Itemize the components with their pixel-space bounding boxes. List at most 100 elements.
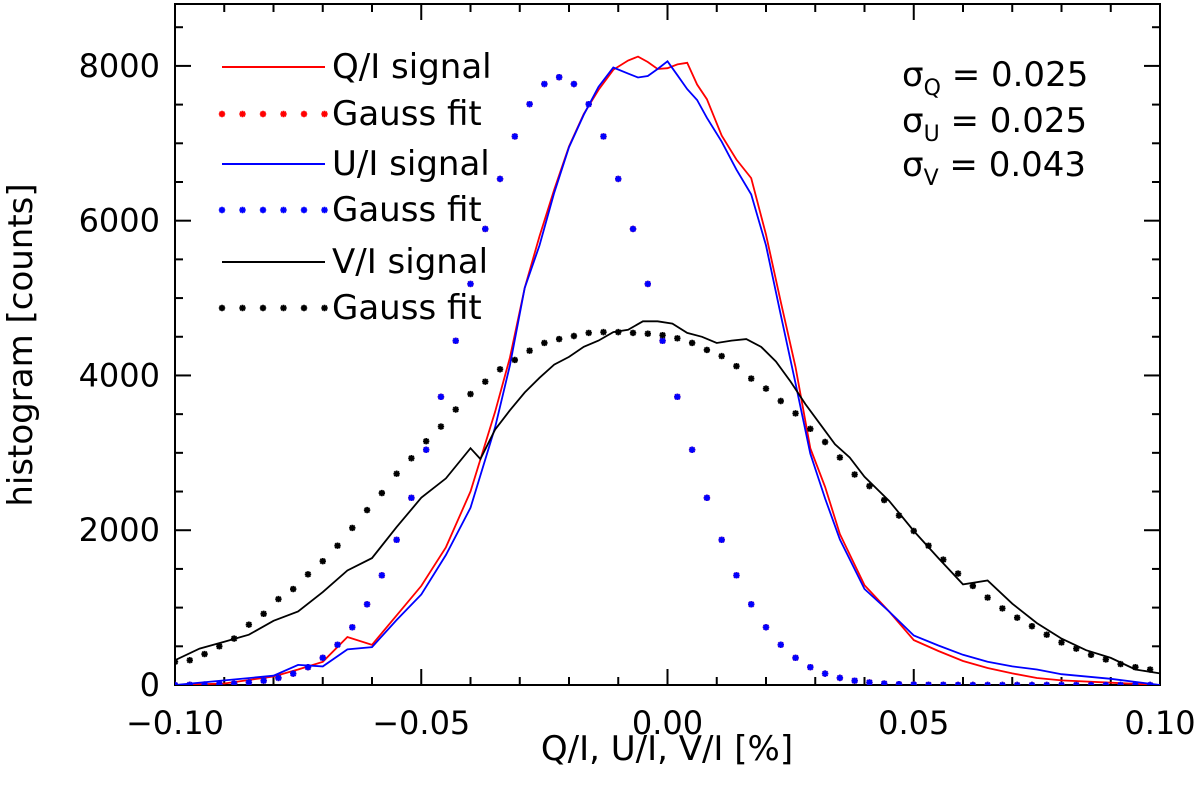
data-point [615, 175, 622, 183]
x-tick-label: 0.00 [632, 704, 703, 742]
data-point [334, 542, 341, 549]
data-point [408, 455, 415, 462]
data-point [526, 347, 533, 354]
data-point [216, 680, 223, 685]
series-layer [175, 55, 1160, 685]
x-tick-label: −0.05 [372, 704, 470, 742]
data-point [1058, 639, 1065, 646]
data-point [1058, 681, 1065, 685]
data-point [1028, 681, 1036, 685]
data-point [496, 175, 504, 183]
series-line [175, 320, 1160, 675]
legend-marker-sample [280, 304, 287, 312]
data-point [984, 594, 991, 601]
data-point [866, 482, 873, 490]
data-point [703, 494, 711, 502]
data-point [452, 337, 459, 344]
data-point [201, 681, 208, 685]
data-point [748, 601, 755, 608]
data-point [570, 80, 578, 88]
legend-entry: V/I signal [222, 242, 488, 282]
data-point [437, 393, 445, 401]
series-q-i-signal [175, 55, 1160, 685]
data-point [688, 446, 696, 453]
data-point [940, 681, 947, 685]
data-point [644, 330, 651, 337]
y-axis-title: histogram [counts] [1, 183, 41, 506]
data-point [1132, 681, 1139, 685]
data-point [230, 680, 238, 685]
data-point [895, 680, 903, 685]
data-point [304, 664, 312, 671]
data-point [1146, 666, 1154, 673]
series-line [175, 55, 1160, 685]
y-tick-label: 2000 [79, 511, 160, 549]
data-point [1146, 681, 1154, 685]
data-point [452, 406, 459, 413]
data-point [363, 601, 371, 608]
data-point [866, 679, 873, 685]
data-point [408, 494, 415, 502]
series-v-i-signal [175, 320, 1160, 675]
data-point [1028, 622, 1036, 630]
data-point [349, 524, 356, 532]
data-point [762, 624, 770, 631]
data-point [910, 527, 917, 535]
sigma-annotation: σV = 0.043 [902, 145, 1086, 191]
data-point [688, 339, 696, 347]
data-point [437, 423, 445, 430]
data-point [881, 496, 888, 504]
data-point [836, 454, 844, 461]
series-u-i-signal [175, 60, 1160, 685]
data-point [1013, 681, 1021, 685]
data-point [881, 680, 888, 685]
data-point [1043, 681, 1050, 685]
data-point [511, 356, 519, 364]
data-point [1132, 664, 1139, 671]
data-point [570, 332, 578, 340]
data-point [600, 328, 607, 336]
data-point [925, 681, 932, 685]
y-tick-label: 6000 [79, 202, 160, 240]
data-point [821, 670, 829, 677]
data-point [1013, 614, 1021, 621]
legend-marker-sample [259, 206, 267, 214]
data-point [1073, 645, 1080, 652]
data-point [895, 512, 903, 519]
data-point [777, 641, 784, 648]
series-v-i-gauss-fit [175, 328, 1154, 673]
data-point [422, 446, 430, 453]
data-point [733, 362, 740, 370]
data-point [762, 385, 770, 392]
data-point [245, 621, 253, 628]
legend-marker-sample [321, 304, 328, 312]
data-point [954, 570, 962, 577]
series-line [175, 60, 1160, 685]
legend-marker-sample [239, 110, 246, 118]
data-point [260, 677, 267, 684]
data-point [910, 681, 917, 685]
data-point [467, 280, 474, 288]
data-point [1087, 651, 1095, 659]
data-point [260, 610, 267, 618]
data-point [482, 378, 489, 385]
data-point [674, 335, 681, 342]
data-point [541, 339, 548, 347]
legend-label: Gauss fit [332, 288, 482, 328]
data-point [999, 681, 1006, 685]
legend-marker-sample [218, 206, 226, 214]
data-point [1043, 631, 1050, 638]
data-point [378, 489, 386, 497]
data-point [748, 375, 755, 382]
data-point [555, 335, 563, 343]
legend-marker-sample [218, 304, 226, 312]
legend-marker-sample [300, 304, 308, 312]
x-axis-title: Q/I, U/I, V/I [%] [541, 729, 793, 769]
data-point [334, 641, 341, 648]
legend-marker-sample [239, 304, 246, 312]
data-point [1102, 681, 1110, 685]
data-point [393, 470, 400, 477]
data-point [777, 397, 784, 405]
data-point [349, 624, 356, 631]
